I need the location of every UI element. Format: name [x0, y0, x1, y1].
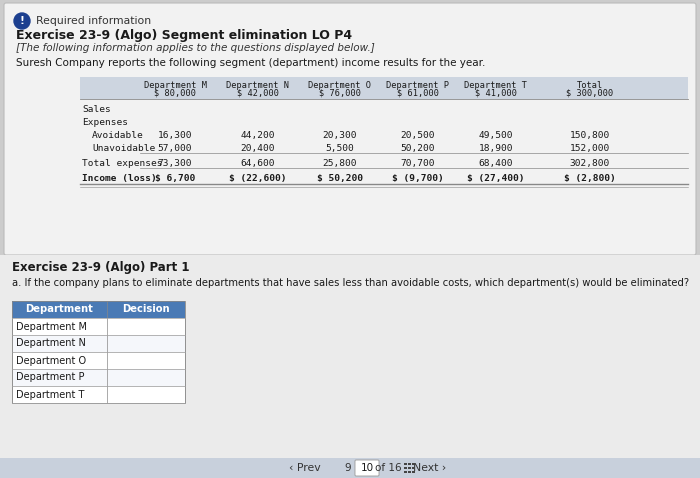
Text: Department N: Department N — [227, 80, 290, 89]
Text: 49,500: 49,500 — [479, 130, 513, 140]
Text: ‹ Prev: ‹ Prev — [289, 463, 321, 473]
Bar — [404, 470, 407, 473]
Text: Required information: Required information — [36, 16, 151, 26]
Text: Expenses: Expenses — [82, 118, 128, 127]
Text: $ 76,000: $ 76,000 — [319, 88, 361, 98]
Text: 16,300: 16,300 — [158, 130, 192, 140]
Text: $ 42,000: $ 42,000 — [237, 88, 279, 98]
Text: a. If the company plans to eliminate departments that have sales less than avoid: a. If the company plans to eliminate dep… — [12, 278, 689, 288]
Bar — [408, 463, 410, 465]
Text: Department O: Department O — [16, 356, 86, 366]
FancyBboxPatch shape — [4, 3, 696, 255]
Text: $ (22,600): $ (22,600) — [230, 174, 287, 183]
Text: Department M: Department M — [16, 322, 87, 332]
Text: $ (27,400): $ (27,400) — [468, 174, 525, 183]
Text: Income (loss): Income (loss) — [82, 174, 157, 183]
Bar — [412, 470, 414, 473]
Text: Department: Department — [26, 304, 93, 315]
Bar — [12, 386, 185, 403]
Bar — [404, 463, 407, 465]
Text: Department O: Department O — [309, 80, 372, 89]
Bar — [12, 301, 185, 403]
Text: Exercise 23-9 (Algo) Segment elimination LO P4: Exercise 23-9 (Algo) Segment elimination… — [16, 29, 352, 42]
Text: [The following information applies to the questions displayed below.]: [The following information applies to th… — [16, 43, 375, 53]
Text: $ 50,200: $ 50,200 — [317, 174, 363, 183]
Text: $ 41,000: $ 41,000 — [475, 88, 517, 98]
Text: Suresh Company reports the following segment (department) income results for the: Suresh Company reports the following seg… — [16, 58, 485, 68]
Bar — [12, 369, 185, 386]
Bar — [12, 335, 185, 352]
Text: Department T: Department T — [465, 80, 528, 89]
Circle shape — [14, 13, 30, 29]
Text: 64,600: 64,600 — [241, 159, 275, 167]
Bar — [12, 301, 185, 318]
Text: $ 6,700: $ 6,700 — [155, 174, 195, 183]
Text: Department T: Department T — [16, 390, 85, 400]
Text: 9: 9 — [344, 463, 351, 473]
Text: 302,800: 302,800 — [570, 159, 610, 167]
Bar — [12, 352, 185, 369]
Bar — [412, 463, 414, 465]
Text: $ (2,800): $ (2,800) — [564, 174, 616, 183]
Bar — [12, 318, 185, 335]
Text: Total: Total — [577, 80, 603, 89]
Text: 150,800: 150,800 — [570, 130, 610, 140]
Text: 5,500: 5,500 — [326, 143, 354, 152]
Text: 152,000: 152,000 — [570, 143, 610, 152]
Text: 20,400: 20,400 — [241, 143, 275, 152]
Text: $ 80,000: $ 80,000 — [154, 88, 196, 98]
Text: Department N: Department N — [16, 338, 86, 348]
Text: Department M: Department M — [144, 80, 206, 89]
Text: Department P: Department P — [386, 80, 449, 89]
Text: 73,300: 73,300 — [158, 159, 192, 167]
Text: 25,800: 25,800 — [323, 159, 357, 167]
Text: of 16: of 16 — [374, 463, 401, 473]
Text: 68,400: 68,400 — [479, 159, 513, 167]
Text: 70,700: 70,700 — [400, 159, 435, 167]
Bar — [412, 467, 414, 469]
Text: 10: 10 — [360, 463, 374, 473]
Text: Exercise 23-9 (Algo) Part 1: Exercise 23-9 (Algo) Part 1 — [12, 261, 190, 273]
Text: $ (9,700): $ (9,700) — [392, 174, 444, 183]
Text: 44,200: 44,200 — [241, 130, 275, 140]
Text: Avoidable: Avoidable — [92, 130, 144, 140]
Text: 20,500: 20,500 — [400, 130, 435, 140]
Text: Total expenses: Total expenses — [82, 159, 162, 167]
Text: Unavoidable: Unavoidable — [92, 143, 155, 152]
Text: $ 61,000: $ 61,000 — [397, 88, 439, 98]
Text: Sales: Sales — [82, 105, 111, 113]
Bar — [404, 467, 407, 469]
FancyBboxPatch shape — [355, 460, 379, 476]
Bar — [408, 467, 410, 469]
Text: 57,000: 57,000 — [158, 143, 192, 152]
Text: Decision: Decision — [122, 304, 170, 315]
Text: 20,300: 20,300 — [323, 130, 357, 140]
Text: 50,200: 50,200 — [400, 143, 435, 152]
Text: !: ! — [20, 16, 25, 26]
Bar — [0, 458, 700, 478]
Bar — [80, 77, 688, 99]
Text: Next ›: Next › — [414, 463, 447, 473]
Text: Department P: Department P — [16, 372, 85, 382]
Bar — [408, 470, 410, 473]
Text: 18,900: 18,900 — [479, 143, 513, 152]
Bar — [0, 255, 700, 478]
Text: $ 300,000: $ 300,000 — [566, 88, 614, 98]
